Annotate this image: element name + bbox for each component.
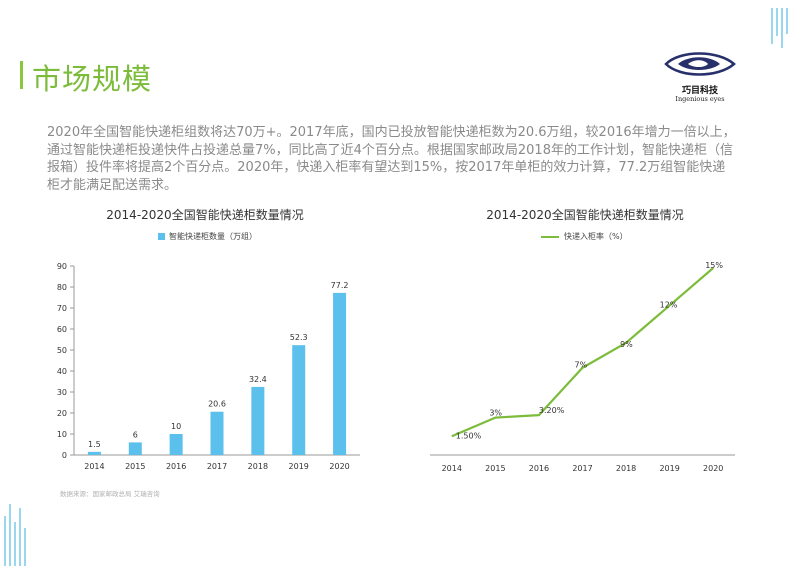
bar (87, 451, 101, 455)
bar-y-tick-label: 60 (57, 325, 67, 334)
source-note: 数据来源：国家邮政总局 艾瑞咨询 (60, 490, 160, 498)
line-chart-title: 2014-2020全国智能快递柜数量情况 (486, 208, 684, 222)
decorative-stripe (14, 522, 16, 566)
bar-y-tick-label: 50 (57, 346, 67, 355)
line-data-label: 15% (705, 261, 723, 270)
legend-label-bar: 智能快递柜数量（万组） (169, 232, 257, 241)
line-chart-legend: 快递入柜率（%） (541, 231, 628, 242)
bar-y-tick-label: 20 (57, 409, 67, 418)
decorative-stripe (9, 504, 11, 566)
bar-data-label: 6 (133, 430, 138, 439)
logo-name: 巧目科技 (681, 86, 718, 96)
decorative-stripe (19, 508, 21, 566)
bar-x-tick-label: 2017 (207, 462, 227, 471)
logo-subtitle: Ingenious eyes (675, 95, 725, 103)
line-x-tick-label: 2018 (616, 464, 636, 473)
line-data-label: 7% (575, 361, 588, 370)
bar (333, 292, 347, 455)
bar-x-tick-label: 2018 (248, 462, 268, 471)
line-data-label: 3.20% (539, 406, 565, 415)
decorative-stripes-top-right (771, 8, 788, 48)
legend-label-line: 快递入柜率（%） (564, 232, 628, 241)
bar-x-tick-label: 2016 (166, 462, 186, 471)
bar-y-tick-label: 80 (57, 283, 67, 292)
bar-data-label: 77.2 (331, 281, 349, 290)
line-data-label: 9% (620, 340, 633, 349)
bar (251, 386, 265, 455)
legend-swatch-bar (158, 233, 165, 240)
line-data-label: 3% (489, 409, 502, 418)
line-x-tick-label: 2020 (703, 464, 723, 473)
line-x-tick-label: 2019 (659, 464, 679, 473)
logo-eye-icon (664, 52, 736, 76)
line-x-tick-label: 2015 (485, 464, 505, 473)
bar (292, 345, 306, 455)
line-data-label: 1.50% (456, 431, 482, 440)
bar-chart-title: 2014-2020全国智能快递柜数量情况 (106, 208, 304, 222)
decorative-stripe (776, 8, 778, 36)
bar-x-tick-label: 2020 (329, 462, 349, 471)
bar-y-tick-label: 40 (57, 367, 67, 376)
decorative-stripe (786, 8, 788, 34)
bar-data-label: 20.6 (208, 400, 226, 409)
line-x-tick-label: 2014 (442, 464, 462, 473)
intro-paragraph: 2020年全国智能快递柜组数将达70万+。2017年底，国内已投放智能快递柜数为… (47, 125, 736, 193)
bar-data-label: 10 (171, 422, 181, 431)
line-data-label: 12% (660, 300, 678, 309)
bar (169, 434, 183, 455)
bar-y-tick-label: 70 (57, 304, 67, 313)
decorative-stripe (24, 528, 26, 566)
bar-y-tick-label: 30 (57, 388, 67, 397)
legend-swatch-line (541, 235, 559, 238)
bar-x-tick-label: 2014 (84, 462, 104, 471)
line-x-tick-label: 2016 (529, 464, 549, 473)
bar-data-label: 52.3 (290, 333, 308, 342)
bar-y-tick-label: 90 (57, 262, 67, 271)
decorative-stripe (781, 8, 783, 48)
bar-chart-legend: 智能快递柜数量（万组） (158, 231, 257, 242)
decorative-stripes-bottom-left (4, 504, 26, 566)
line-series (451, 267, 714, 438)
title-accent-bar (20, 61, 23, 89)
bar-x-tick-label: 2019 (289, 462, 309, 471)
bar (128, 442, 142, 455)
bar-x-tick-label: 2015 (125, 462, 145, 471)
bar-y-tick-label: 10 (57, 430, 67, 439)
bar (210, 411, 224, 455)
bar-data-label: 32.4 (249, 375, 267, 384)
page-title: 市场规模 (32, 62, 153, 96)
line-x-tick-label: 2017 (572, 464, 592, 473)
decorative-stripe (4, 516, 6, 566)
bar-data-label: 1.5 (88, 440, 101, 449)
bar-y-tick-label: 0 (62, 451, 67, 460)
decorative-stripe (771, 8, 773, 44)
